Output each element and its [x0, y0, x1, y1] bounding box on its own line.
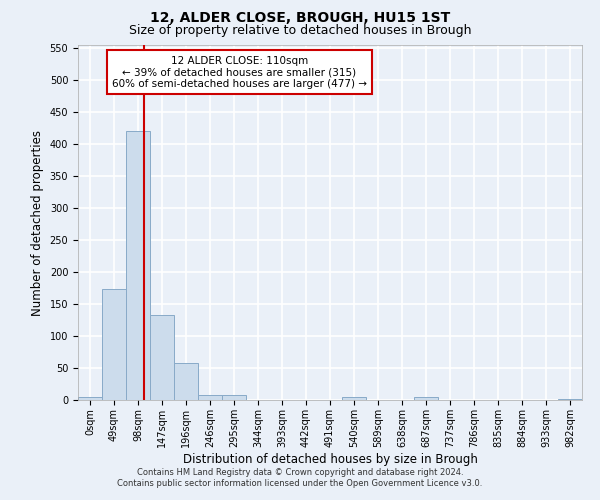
X-axis label: Distribution of detached houses by size in Brough: Distribution of detached houses by size …: [182, 452, 478, 466]
Text: 12, ALDER CLOSE, BROUGH, HU15 1ST: 12, ALDER CLOSE, BROUGH, HU15 1ST: [150, 12, 450, 26]
Bar: [558, 398, 582, 400]
Text: Contains HM Land Registry data © Crown copyright and database right 2024.
Contai: Contains HM Land Registry data © Crown c…: [118, 468, 482, 487]
Text: 12 ALDER CLOSE: 110sqm
← 39% of detached houses are smaller (315)
60% of semi-de: 12 ALDER CLOSE: 110sqm ← 39% of detached…: [112, 56, 367, 89]
Bar: [126, 132, 150, 400]
Y-axis label: Number of detached properties: Number of detached properties: [31, 130, 44, 316]
Bar: [222, 395, 246, 400]
Bar: [414, 397, 438, 400]
Bar: [174, 363, 198, 400]
Text: Size of property relative to detached houses in Brough: Size of property relative to detached ho…: [129, 24, 471, 37]
Bar: [78, 397, 102, 400]
Bar: [342, 397, 366, 400]
Bar: [102, 290, 126, 400]
Bar: [198, 395, 222, 400]
Bar: [150, 315, 174, 400]
